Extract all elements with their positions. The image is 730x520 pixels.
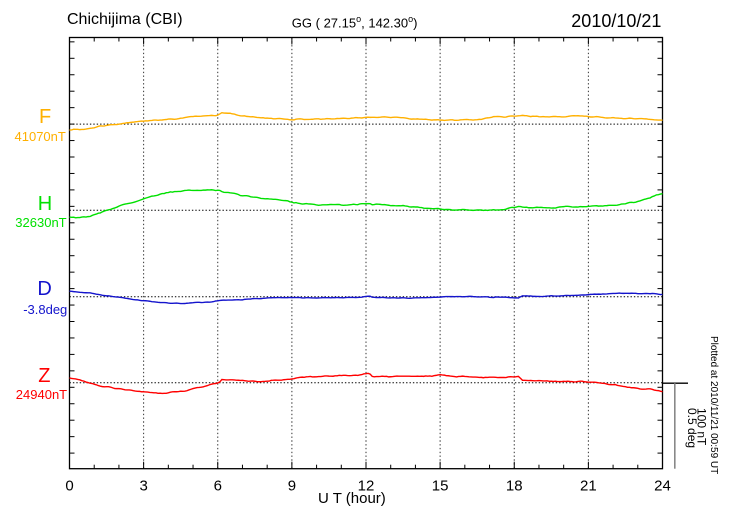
svg-text:24: 24 [654,478,671,495]
svg-text:6: 6 [214,478,222,495]
svg-text:3: 3 [139,478,147,495]
svg-text:0: 0 [65,478,73,495]
svg-text:21: 21 [580,478,597,495]
svg-text:18: 18 [506,478,523,495]
svg-text:9: 9 [288,478,296,495]
svg-text:15: 15 [432,478,449,495]
